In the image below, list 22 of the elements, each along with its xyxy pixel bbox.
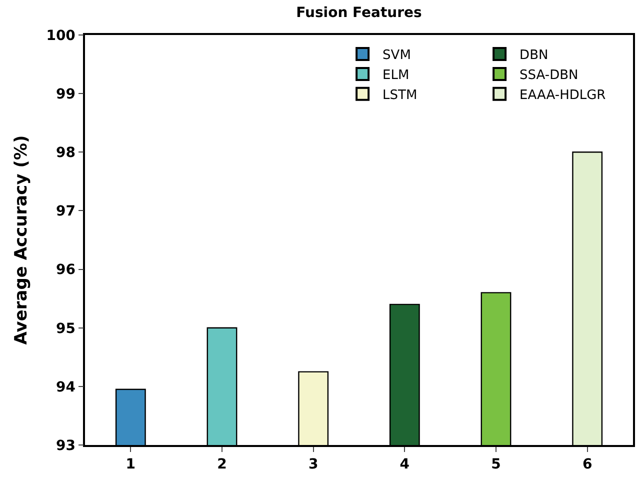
legend-label: DBN (520, 48, 548, 64)
y-tick-label: 99 (56, 86, 76, 102)
y-axis-title: Average Accuracy (%) (11, 135, 32, 345)
legend-label: ELM (382, 68, 410, 84)
x-tick-label: 5 (491, 456, 501, 473)
x-tick-label: 6 (582, 456, 592, 473)
y-tick-label: 100 (46, 28, 76, 44)
legend-label: EAAA-HDLGR (520, 88, 606, 103)
x-tick-label: 2 (217, 456, 227, 473)
y-tick-label: 95 (56, 320, 76, 337)
legend-label: SVM (382, 48, 411, 64)
x-tick-label: 3 (308, 456, 318, 473)
y-tick-label: 97 (56, 204, 76, 220)
chart-title: Fusion Features (296, 5, 422, 22)
y-tick-label: 94 (56, 379, 76, 396)
legend-label: SSA-DBN (520, 68, 578, 84)
y-tick-label: 96 (56, 262, 76, 278)
x-tick-label: 4 (400, 456, 410, 473)
y-tick-label: 98 (56, 145, 76, 162)
legend-label: LSTM (382, 88, 418, 103)
y-tick-label: 93 (56, 438, 76, 454)
x-tick-label: 1 (126, 456, 136, 473)
